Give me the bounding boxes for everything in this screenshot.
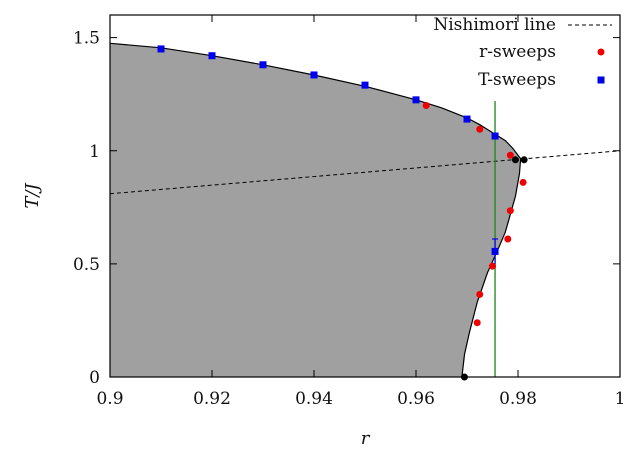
x-tick-label: 0.92: [193, 389, 231, 409]
legend-label-nishimori: Nishimori line: [433, 15, 556, 35]
y-tick-label: 1.5: [73, 29, 100, 49]
x-tick-label: 0.96: [397, 389, 435, 409]
r-sweeps-marker: [506, 151, 514, 159]
phase-boundary-line: [110, 42, 522, 377]
r-sweeps-marker: [489, 262, 496, 270]
legend-swatch-r-sweeps: [597, 48, 605, 56]
x-tick-label: 0.98: [499, 389, 537, 409]
t-sweeps-marker: [491, 132, 499, 140]
t-sweeps-marker: [463, 115, 471, 123]
axis-ticks: [109, 15, 621, 378]
critical-point-marker: [520, 156, 528, 164]
r-sweeps-marker: [519, 178, 527, 186]
nishimori-line: [110, 150, 620, 195]
phase-region-fill: [110, 43, 521, 377]
t-sweeps-marker: [157, 45, 165, 53]
t-sweeps-marker: [361, 81, 369, 89]
y-tick-label: 0.5: [73, 255, 100, 275]
r-sweeps-marker: [506, 207, 514, 215]
x-tick-label: 0.94: [295, 389, 333, 409]
t-sweeps-marker: [259, 61, 267, 69]
t-sweeps-marker: [310, 71, 318, 79]
x-axis-label: r: [361, 428, 371, 449]
data-markers: [157, 45, 528, 381]
y-tick-labels: 0 0.5 1 1.5: [73, 29, 100, 388]
r-sweeps-marker: [476, 290, 484, 298]
legend-label-r-sweeps: r-sweeps: [479, 42, 556, 62]
r-sweeps-marker: [504, 235, 512, 243]
x-tick-label: 0.9: [96, 389, 123, 409]
r-sweeps-marker: [476, 125, 484, 133]
t-sweeps-marker: [412, 96, 420, 104]
x-tick-labels: 0.9 0.92 0.94 0.96 0.98 1: [96, 389, 625, 409]
legend: Nishimori line r-sweeps T-sweeps: [433, 15, 612, 90]
y-tick-label: 0: [89, 368, 100, 388]
t-sweeps-marker: [208, 52, 216, 60]
legend-label-t-sweeps: T-sweeps: [478, 70, 556, 90]
r-sweeps-marker: [473, 319, 481, 327]
plot-frame: [109, 14, 621, 378]
critical-point-marker: [511, 156, 519, 164]
r-sweeps-marker: [422, 102, 430, 109]
legend-swatch-t-sweeps: [597, 76, 605, 84]
y-axis-label: T/J: [22, 182, 43, 209]
t-sweeps-marker: [491, 247, 499, 255]
y-tick-label: 1: [89, 142, 100, 162]
x-tick-label: 1: [615, 389, 626, 409]
